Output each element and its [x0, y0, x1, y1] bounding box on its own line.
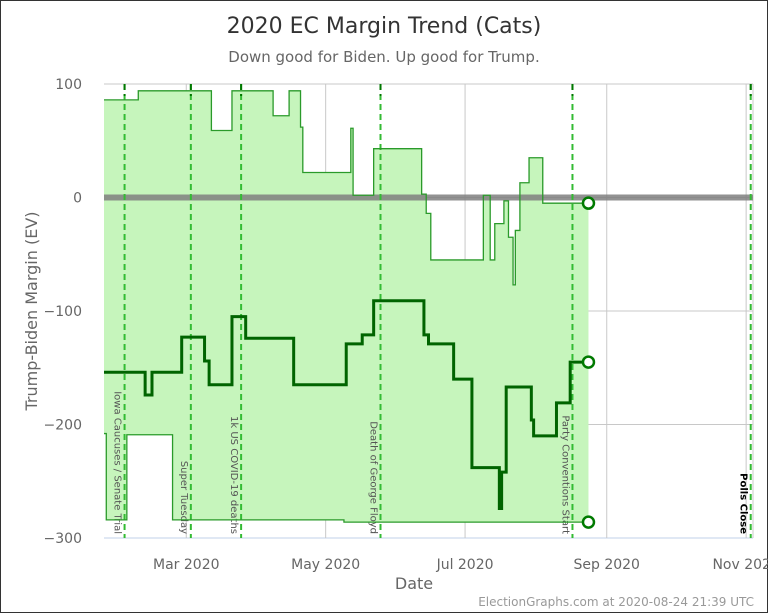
- y-tick-label: 0: [73, 191, 82, 207]
- x-tick-label: Sep 2020: [574, 557, 640, 573]
- endpoint-marker: [581, 515, 596, 529]
- x-tick-label: Nov 2020: [712, 557, 768, 573]
- event-label: Iowa Caucuses / Senate Trial: [112, 391, 123, 534]
- event-label: Death of George Floyd: [368, 421, 379, 534]
- y-tick-label: −300: [44, 531, 82, 547]
- range-fill: [104, 90, 589, 523]
- lower-bound-line: [104, 432, 589, 523]
- endpoint-marker: [581, 355, 596, 369]
- y-tick-label: −100: [44, 304, 82, 320]
- event-label: Party Conventions Start: [559, 415, 570, 534]
- footer-credit: ElectionGraphs.com at 2020-08-24 21:39 U…: [478, 595, 754, 609]
- x-tick-label: May 2020: [291, 557, 360, 573]
- y-axis-label: Trump-Biden Margin (EV): [22, 211, 41, 411]
- upper-bound-line: [104, 90, 589, 286]
- chart-subtitle: Down good for Biden. Up good for Trump.: [228, 48, 539, 66]
- y-tick-label: 100: [55, 77, 82, 93]
- event-label: 1k US COVID-19 deaths: [228, 416, 239, 534]
- chart-title: 2020 EC Margin Trend (Cats): [227, 14, 542, 39]
- endpoint-marker: [581, 196, 596, 210]
- event-label: Polls Close: [738, 473, 749, 534]
- y-tick-label: −200: [44, 418, 82, 434]
- x-tick-label: Mar 2020: [153, 557, 220, 573]
- expected-line: [104, 299, 589, 510]
- x-tick-label: Jul 2020: [436, 557, 494, 573]
- x-axis-label: Date: [395, 574, 433, 593]
- event-label: Super Tuesday: [178, 461, 189, 534]
